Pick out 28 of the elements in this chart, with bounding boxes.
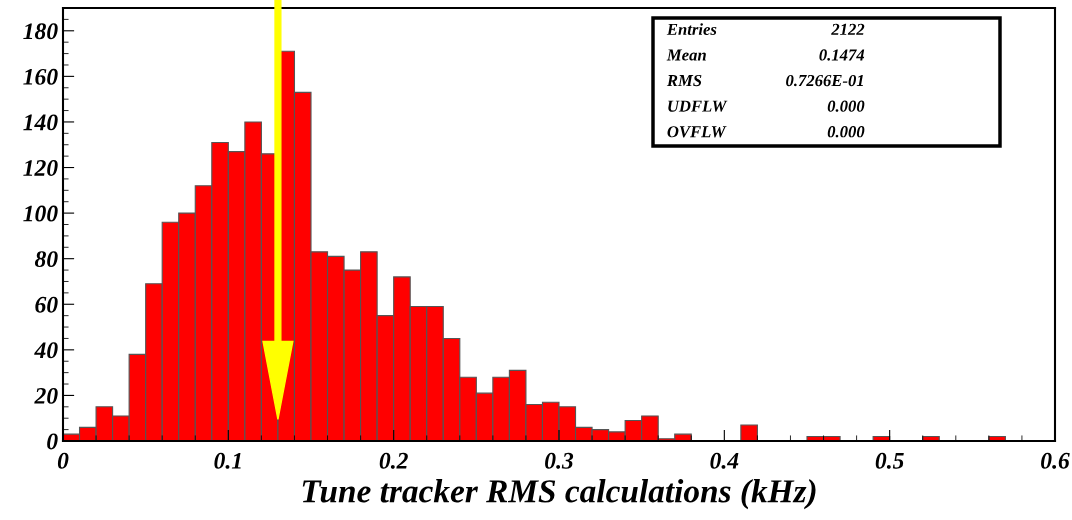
x-tick-label: 0 <box>57 452 69 469</box>
y-tick-label: 180 <box>23 23 58 40</box>
y-tick-label: 80 <box>34 251 58 268</box>
x-tick-label: 0.3 <box>545 452 574 469</box>
annotation: 0.000 <box>827 126 865 138</box>
y-tick-label: 40 <box>34 342 58 359</box>
annotation: 2122 <box>831 23 865 35</box>
annotation: Mean <box>666 49 706 61</box>
annotation: 0.000 <box>827 100 865 112</box>
y-tick-label: 0 <box>47 433 58 450</box>
x-tick-label: 0.2 <box>379 452 408 469</box>
y-tick-label: 60 <box>35 296 58 313</box>
x-tick-label: 0.5 <box>875 452 904 469</box>
annotation: 0.7266E-01 <box>786 74 863 87</box>
y-tick-label: 20 <box>34 387 58 404</box>
x-tick-label: 0.1 <box>214 452 241 469</box>
y-tick-label: 100 <box>23 205 58 222</box>
x-tick-label: 0.4 <box>710 452 739 469</box>
y-tick-label: 160 <box>23 68 58 85</box>
annotation: Entries <box>666 23 717 35</box>
x-tick-label: 0.6 <box>1041 452 1070 469</box>
annotation: OVFLW <box>667 126 727 138</box>
y-tick-label: 140 <box>23 114 58 131</box>
x-axis-title: Tune tracker RMS calculations (kHz) <box>302 479 816 510</box>
annotation: 0.1474 <box>819 49 865 61</box>
annotation: RMS <box>666 74 702 87</box>
annotation: UDFLW <box>668 100 728 112</box>
y-tick-label: 120 <box>23 160 58 176</box>
